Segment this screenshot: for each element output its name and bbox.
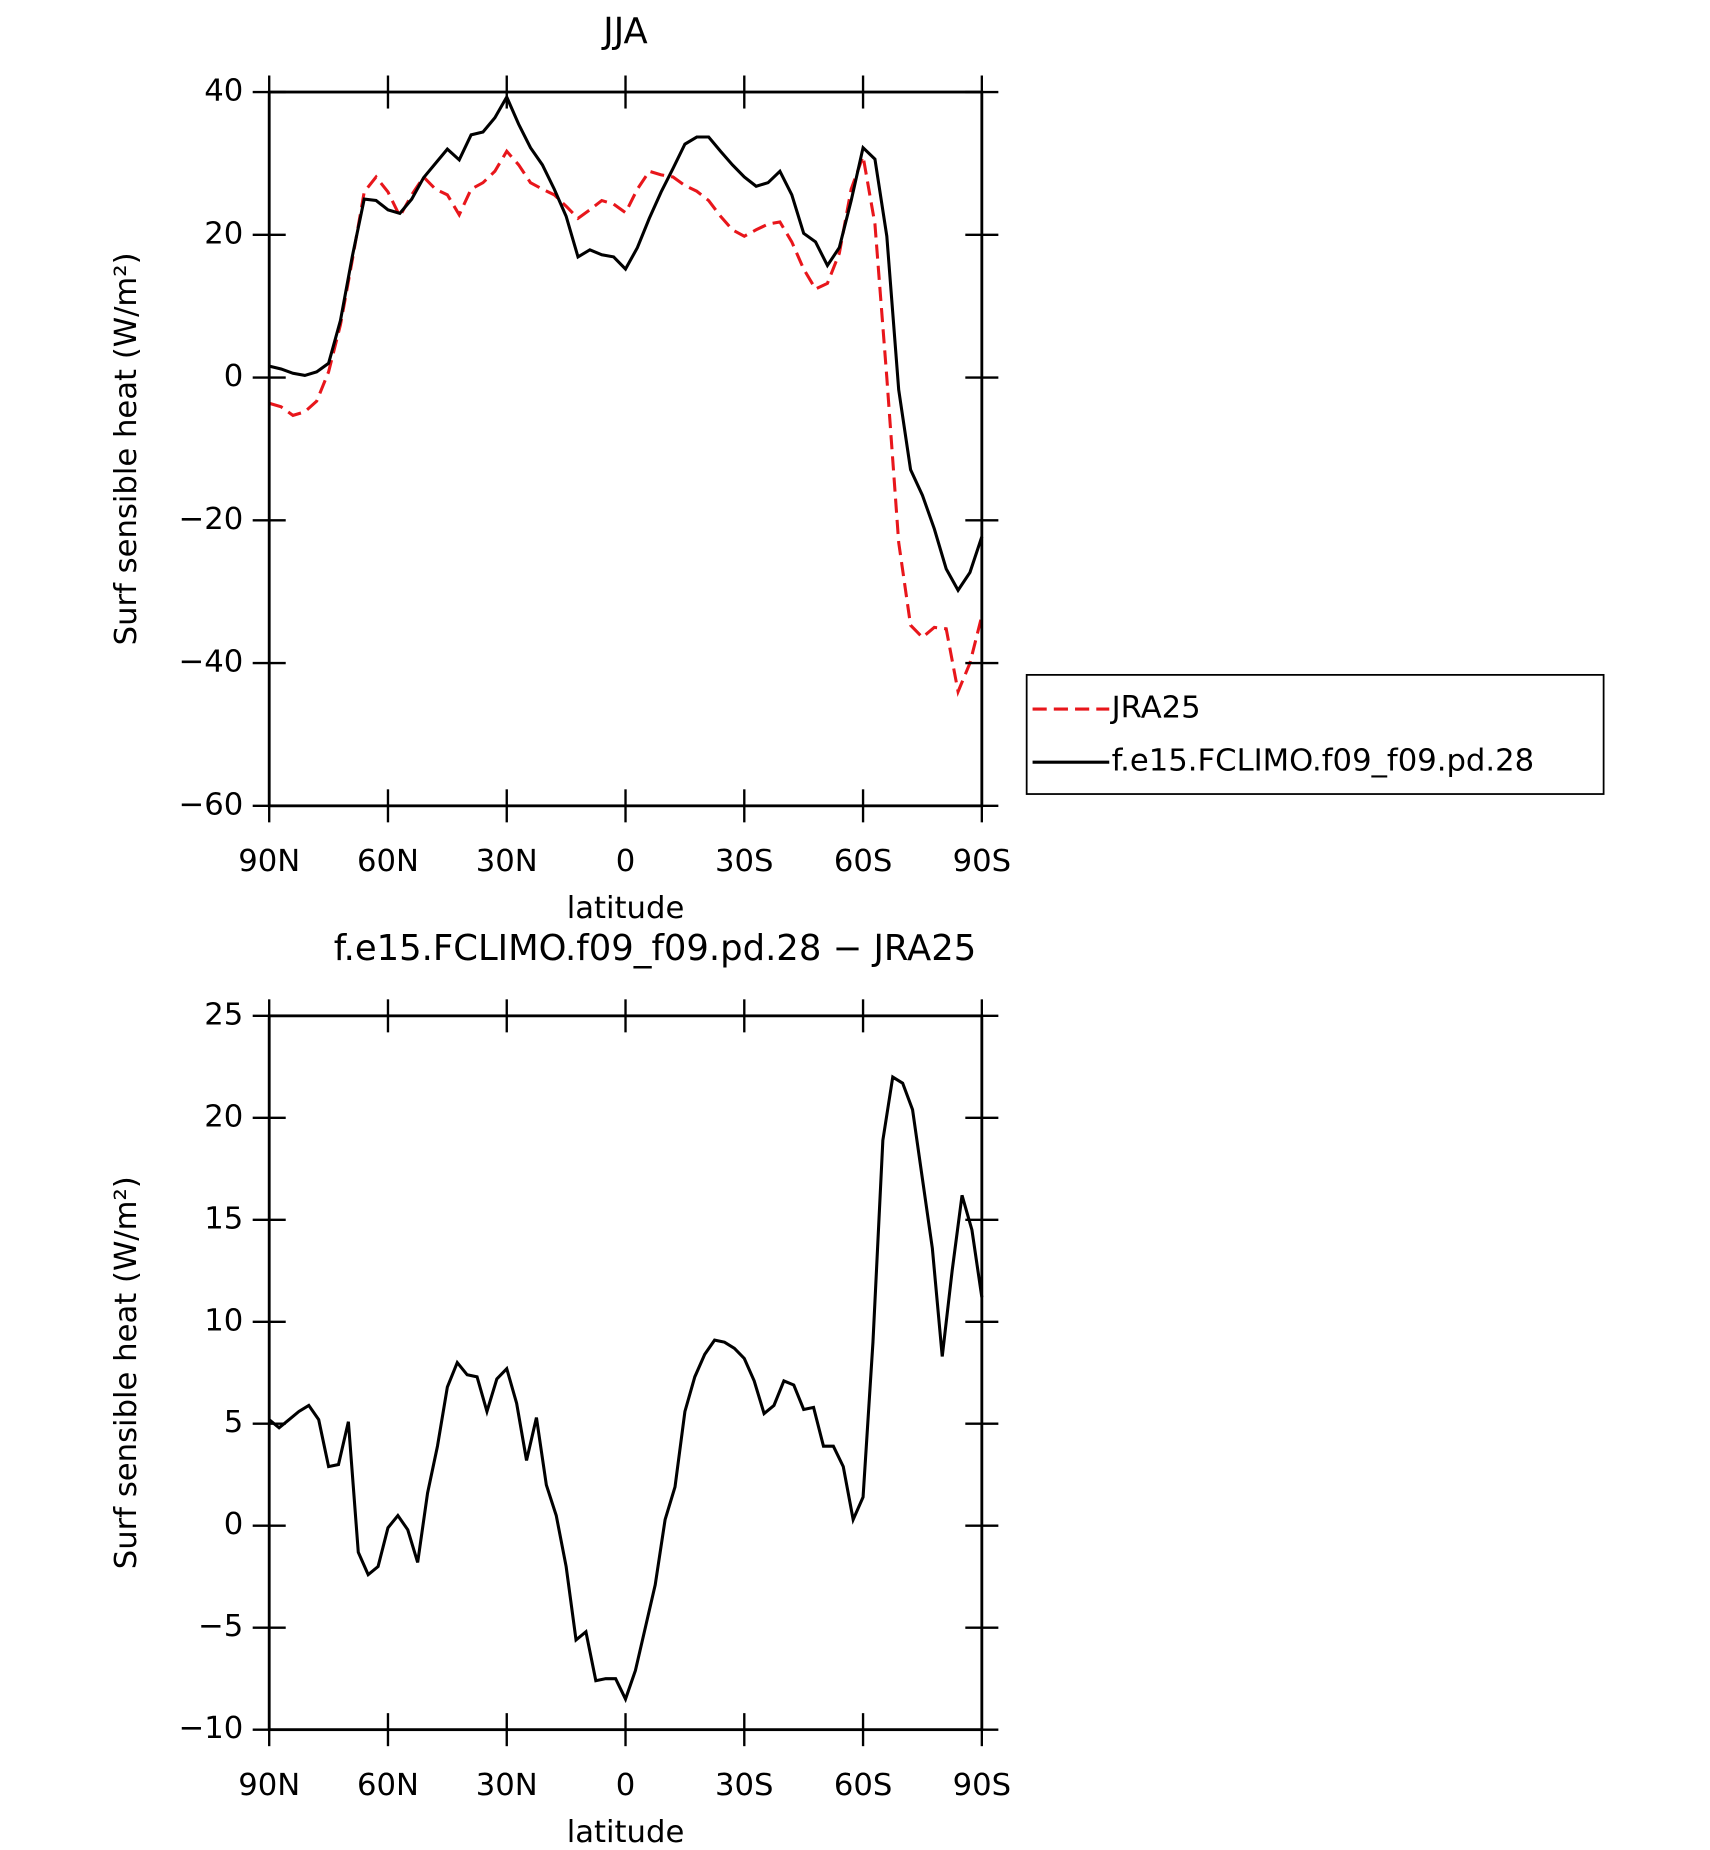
legend-label: JRA25 xyxy=(1110,691,1201,726)
data-line xyxy=(268,1074,984,1704)
chart-title: f.e15.FCLIMO.f09_f09.pd.28 − JRA25 xyxy=(334,928,976,969)
y-tick-label: 20 xyxy=(204,1099,243,1134)
y-tick-label: 20 xyxy=(204,216,243,251)
legend-label: f.e15.FCLIMO.f09_f09.pd.28 xyxy=(1112,744,1535,779)
x-tick-label: 90N xyxy=(238,1768,300,1803)
y-tick-label: −60 xyxy=(179,787,244,822)
y-axis-label: Surf sensible heat (W/m²) xyxy=(109,1176,144,1569)
y-tick-label: 0 xyxy=(224,359,244,394)
x-tick-label: 90N xyxy=(238,844,300,879)
y-axis-label: Surf sensible heat (W/m²) xyxy=(109,252,144,645)
y-tick-label: −5 xyxy=(198,1609,243,1644)
legend-box xyxy=(1025,673,1605,795)
y-tick-label: −10 xyxy=(179,1711,244,1746)
y-tick-label: 5 xyxy=(224,1405,244,1440)
x-tick-label: 30N xyxy=(476,844,538,879)
data-line xyxy=(268,93,984,594)
x-tick-label: 0 xyxy=(616,1768,636,1803)
x-axis-label: latitude xyxy=(567,1815,685,1850)
y-tick-label: −20 xyxy=(179,502,244,537)
y-tick-label: 40 xyxy=(204,74,243,109)
x-tick-label: 0 xyxy=(616,844,636,879)
y-tick-label: 25 xyxy=(204,997,243,1032)
y-tick-label: 0 xyxy=(224,1507,244,1542)
y-tick-label: 10 xyxy=(204,1303,243,1338)
x-tick-label: 30S xyxy=(715,1768,773,1803)
x-tick-label: 60N xyxy=(357,844,419,879)
x-tick-label: 60S xyxy=(834,1768,892,1803)
x-tick-label: 30N xyxy=(476,1768,538,1803)
y-tick-label: −40 xyxy=(179,645,244,680)
x-axis-label: latitude xyxy=(567,891,685,926)
data-line xyxy=(268,148,984,697)
x-tick-label: 60S xyxy=(834,844,892,879)
x-tick-label: 90S xyxy=(953,844,1011,879)
y-tick-label: 15 xyxy=(204,1201,243,1236)
chart-title: JJA xyxy=(601,11,647,52)
plot-frame xyxy=(267,1014,984,1732)
x-tick-label: 60N xyxy=(357,1768,419,1803)
x-tick-label: 90S xyxy=(953,1768,1011,1803)
x-tick-label: 30S xyxy=(715,844,773,879)
